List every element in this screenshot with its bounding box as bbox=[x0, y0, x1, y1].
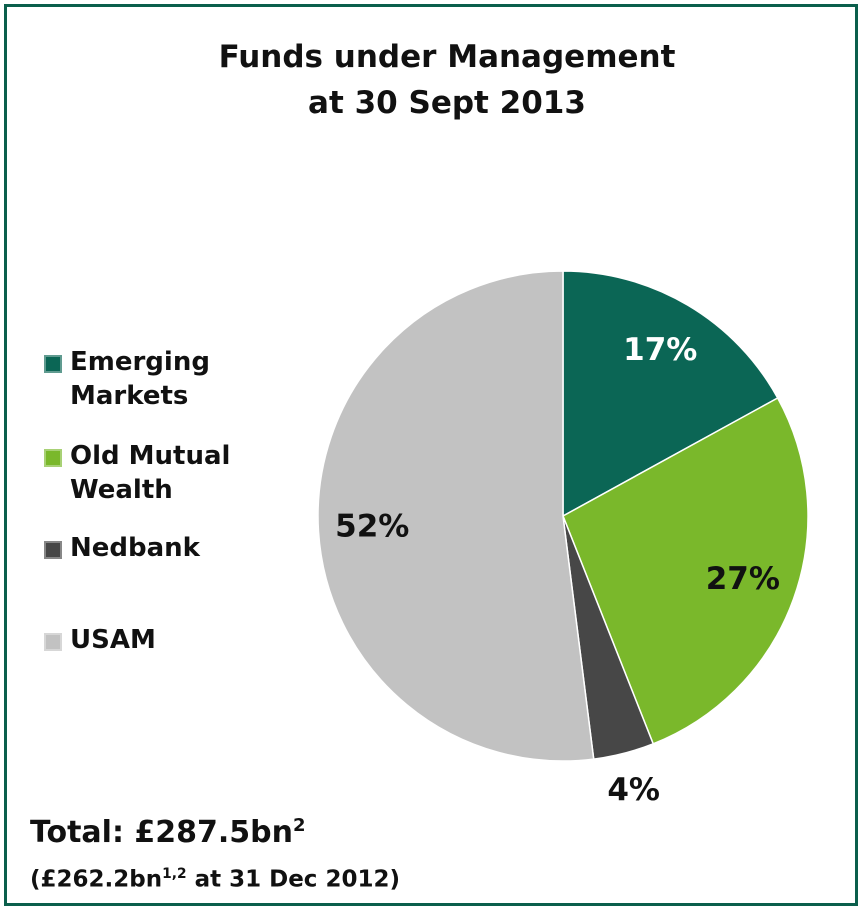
prior-text: at 31 Dec 2012) bbox=[186, 866, 400, 893]
frame bbox=[4, 4, 858, 906]
footnote-ref: 2 bbox=[293, 815, 306, 836]
legend-swatch bbox=[44, 633, 62, 651]
legend-item: Old Mutual Wealth bbox=[44, 439, 250, 507]
legend-label: USAM bbox=[70, 625, 156, 655]
title-line: Funds under Management bbox=[218, 39, 676, 75]
legend-label: Old Mutual Wealth bbox=[70, 441, 231, 505]
total-text: Total: £287.5bn bbox=[30, 815, 293, 850]
chart-title: Funds under Management at 30 Sept 2013 bbox=[0, 34, 866, 126]
legend-swatch bbox=[44, 449, 62, 467]
value-label: 4% bbox=[607, 772, 660, 808]
value-label: 17% bbox=[623, 332, 697, 368]
legend: Emerging Markets Old Mutual Wealth Nedbank… bbox=[44, 345, 264, 657]
title-line: at 30 Sept 2013 bbox=[308, 85, 586, 121]
pie-slice bbox=[562, 270, 779, 518]
pie-slice bbox=[562, 396, 809, 745]
legend-label: Emerging Markets bbox=[70, 347, 210, 411]
legend-swatch bbox=[44, 541, 62, 559]
prior-note: (£262.2bn1,2 at 31 Dec 2012) bbox=[30, 866, 400, 893]
value-label: 52% bbox=[335, 508, 409, 544]
legend-label: Nedbank bbox=[70, 533, 200, 563]
pie-slice bbox=[317, 270, 595, 762]
legend-swatch bbox=[44, 355, 62, 373]
legend-item: Nedbank bbox=[44, 531, 250, 565]
total-note: Total: £287.5bn2 bbox=[30, 815, 306, 850]
value-label: 27% bbox=[706, 561, 780, 597]
legend-item: Emerging Markets bbox=[44, 345, 250, 413]
footnote-ref: 1,2 bbox=[162, 866, 187, 882]
prior-text: (£262.2bn bbox=[30, 866, 163, 893]
legend-item: USAM bbox=[44, 623, 250, 657]
